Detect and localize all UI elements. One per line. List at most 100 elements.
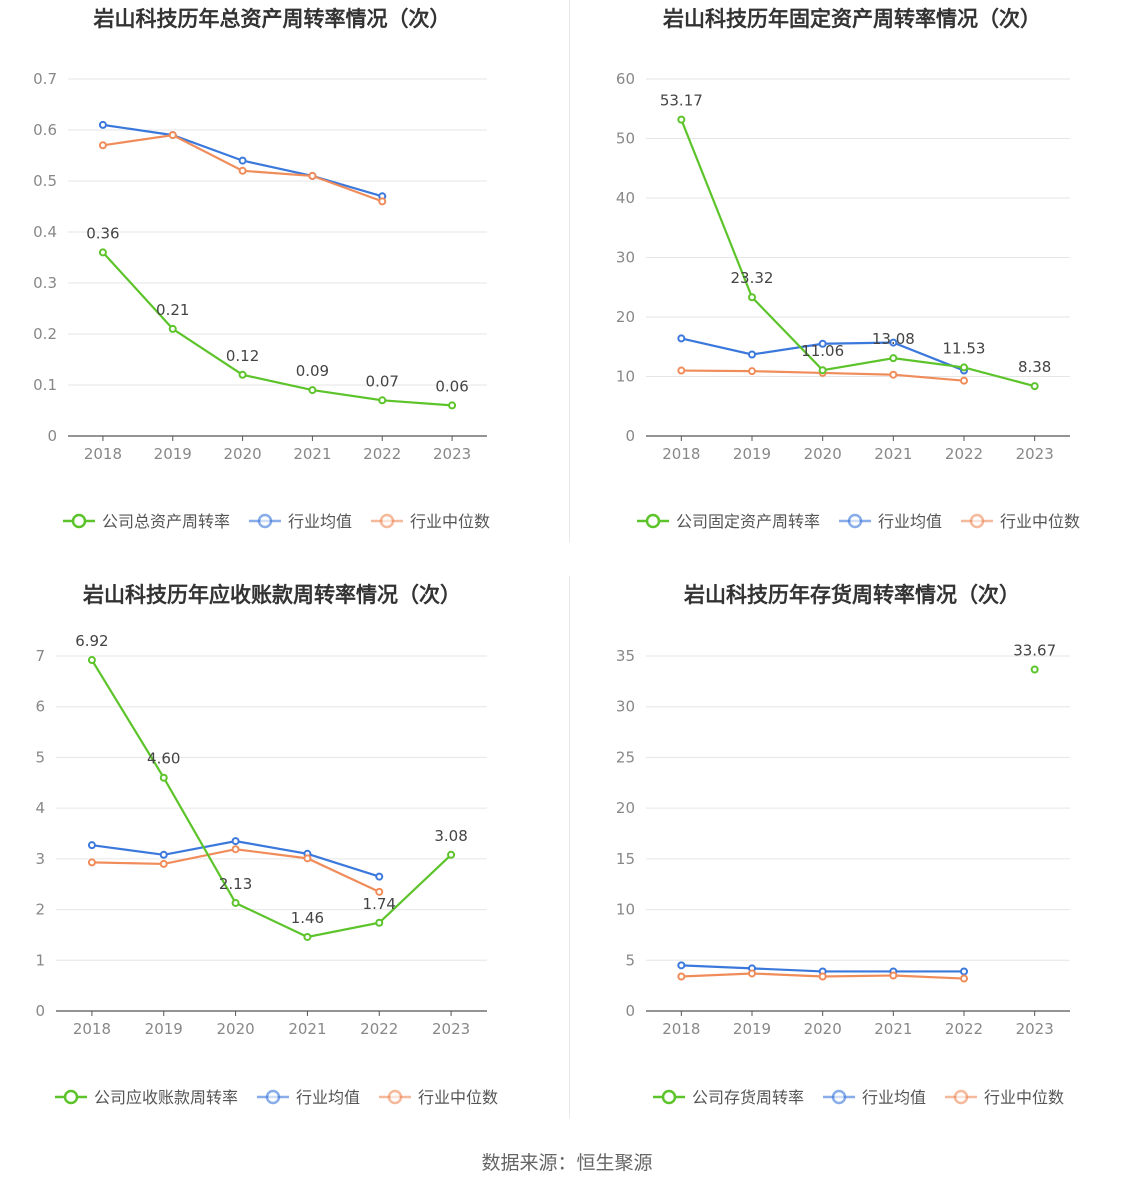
legend-item-average: 行业均值	[257, 1088, 360, 1107]
y-tick-label: 60	[616, 70, 635, 88]
data-label: 13.08	[872, 330, 915, 348]
y-tick-label: 3	[35, 850, 45, 868]
y-tick-label: 5	[35, 748, 45, 766]
x-tick-label: 2022	[945, 445, 983, 463]
data-point-average	[98, 120, 107, 129]
y-tick-label: 2	[35, 901, 45, 919]
data-point-company	[308, 386, 317, 395]
data-point-company	[748, 293, 756, 302]
legend-label: 行业中位数	[984, 1088, 1064, 1107]
chart-title: 岩山科技历年存货周转率情况（次）	[683, 583, 1020, 607]
data-point-median	[159, 859, 168, 868]
chart-panel-inventory: 岩山科技历年存货周转率情况（次） 0 5 10 15 20 25 30 35 2018 2019 20…	[567, 576, 1134, 1152]
x-tick-label: 2022	[363, 445, 401, 463]
data-source-label: 数据来源：恒生聚源	[481, 1152, 653, 1174]
legend-label: 公司存货周转率	[692, 1088, 804, 1107]
legend-label: 公司应收账款周转率	[94, 1088, 238, 1107]
data-point-median	[87, 858, 96, 867]
receivables-turnover-chart: 岩山科技历年应收账款周转率情况（次） 0 1 2 3 4 5 6 7 2018 2019 2020 20…	[35, 583, 498, 1107]
legend-item-average: 行业均值	[839, 512, 942, 531]
y-tick-label: 1	[35, 951, 45, 969]
data-point-median	[375, 887, 384, 896]
series-line-company	[90, 659, 452, 939]
y-tick-label: 0	[47, 427, 57, 445]
fixed-asset-turnover-chart: 岩山科技历年固定资产周转率情况（次） 0 10 20 30 40 50 60 2018 2019 2…	[616, 7, 1080, 531]
legend-label: 行业均值	[862, 1088, 926, 1107]
y-tick-label: 50	[616, 130, 635, 148]
y-tick-label: 5	[625, 951, 635, 969]
legend-item-company: 公司固定资产周转率	[637, 512, 820, 531]
y-tick-label: 0.6	[33, 121, 57, 139]
data-point-company	[98, 248, 107, 257]
data-point-median	[748, 367, 756, 376]
x-tick-label: 2018	[662, 1020, 700, 1038]
y-tick-label: 10	[616, 901, 635, 919]
data-point-company	[447, 850, 456, 859]
data-point-average	[375, 872, 384, 881]
x-tick-label: 2021	[874, 1020, 912, 1038]
data-label: 3.08	[434, 827, 467, 845]
data-point-average	[231, 837, 240, 846]
data-point-company	[87, 656, 96, 665]
x-tick-label: 2023	[432, 1020, 470, 1038]
chart-panel-fixed-assets: 岩山科技历年固定资产周转率情况（次） 0 10 20 30 40 50 60 2018 2019 2…	[567, 0, 1134, 576]
inventory-turnover-chart: 岩山科技历年存货周转率情况（次） 0 5 10 15 20 25 30 35 2018 2019 20…	[616, 583, 1070, 1107]
x-tick-label: 2020	[804, 1020, 842, 1038]
data-point-company	[378, 396, 387, 405]
x-tick-label: 2020	[223, 445, 261, 463]
legend-marker-icon	[831, 1089, 847, 1105]
data-label: 0.21	[156, 301, 189, 319]
data-point-median	[818, 972, 827, 981]
legend-item-company: 公司应收账款周转率	[55, 1088, 238, 1107]
y-tick-label: 0.3	[33, 274, 57, 292]
data-point-median	[378, 197, 387, 206]
data-point-company	[889, 354, 898, 363]
y-tick-label: 7	[35, 647, 45, 665]
legend-marker-icon	[847, 513, 863, 529]
data-point-company	[448, 401, 457, 410]
data-point-company	[238, 370, 247, 379]
data-point-average	[748, 350, 756, 359]
y-tick-label: 20	[616, 308, 635, 326]
chart-panel-total-assets: 岩山科技历年总资产周转率情况（次） 0 0.1 0.2 0.3 0.4 0.5 0.6 0.7 2…	[0, 0, 567, 576]
data-label: 11.53	[943, 339, 986, 357]
data-label: 0.12	[226, 347, 259, 365]
y-tick-label: 6	[35, 698, 45, 716]
data-point-average	[960, 967, 968, 976]
data-label: 0.09	[296, 362, 329, 380]
x-tick-label: 2018	[84, 445, 122, 463]
data-point-median	[308, 171, 317, 180]
y-tick-label: 20	[616, 799, 635, 817]
y-tick-label: 0.1	[33, 376, 57, 394]
data-point-company	[1030, 382, 1039, 391]
data-point-median	[238, 166, 247, 175]
y-tick-label: 35	[616, 647, 635, 665]
chart-title: 岩山科技历年总资产周转率情况（次）	[93, 7, 451, 31]
legend-label: 行业均值	[288, 512, 352, 531]
data-point-average	[238, 156, 247, 165]
data-point-company	[303, 932, 312, 941]
x-tick-label: 2021	[288, 1020, 326, 1038]
data-point-median	[231, 845, 240, 854]
legend-marker-icon	[661, 1089, 677, 1105]
y-tick-label: 0	[35, 1002, 45, 1020]
data-point-company	[168, 324, 177, 333]
chart-title: 岩山科技历年固定资产周转率情况（次）	[662, 7, 1041, 31]
data-point-median	[303, 854, 312, 863]
legend-marker-icon	[257, 513, 273, 529]
data-point-company	[159, 773, 168, 782]
y-tick-label: 30	[616, 249, 635, 267]
data-point-average	[677, 961, 686, 970]
legend-marker-icon	[645, 513, 661, 529]
data-point-median	[98, 141, 107, 150]
data-label: 11.06	[801, 342, 844, 360]
y-tick-label: 4	[35, 799, 45, 817]
x-tick-label: 2018	[73, 1020, 111, 1038]
legend-marker-icon	[71, 513, 87, 529]
legend-label: 行业中位数	[410, 512, 490, 531]
y-tick-label: 10	[616, 368, 635, 386]
data-point-median	[960, 974, 968, 983]
data-label: 0.36	[86, 224, 119, 242]
legend-item-average: 行业均值	[823, 1088, 926, 1107]
x-tick-label: 2020	[804, 445, 842, 463]
